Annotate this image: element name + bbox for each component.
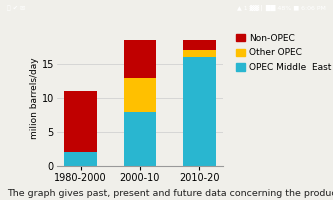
Bar [183, 50, 215, 57]
Text: ⓪ ✔ ✉: ⓪ ✔ ✉ [7, 5, 25, 11]
Bar [124, 112, 156, 166]
Text: The graph gives past, present and future data concerning the production: The graph gives past, present and future… [7, 189, 333, 198]
Bar [64, 152, 97, 166]
Text: ▲ 1 ▓▓ ▏██ 48% ■ 6:06 PM: ▲ 1 ▓▓ ▏██ 48% ■ 6:06 PM [237, 5, 326, 11]
Bar [124, 40, 156, 78]
Bar [183, 57, 215, 166]
Y-axis label: milion barrels/day: milion barrels/day [30, 57, 39, 139]
Bar [124, 78, 156, 112]
Legend: Non-OPEC, Other OPEC, OPEC Middle  East: Non-OPEC, Other OPEC, OPEC Middle East [234, 32, 333, 74]
Bar [64, 91, 97, 152]
Bar [183, 40, 215, 50]
